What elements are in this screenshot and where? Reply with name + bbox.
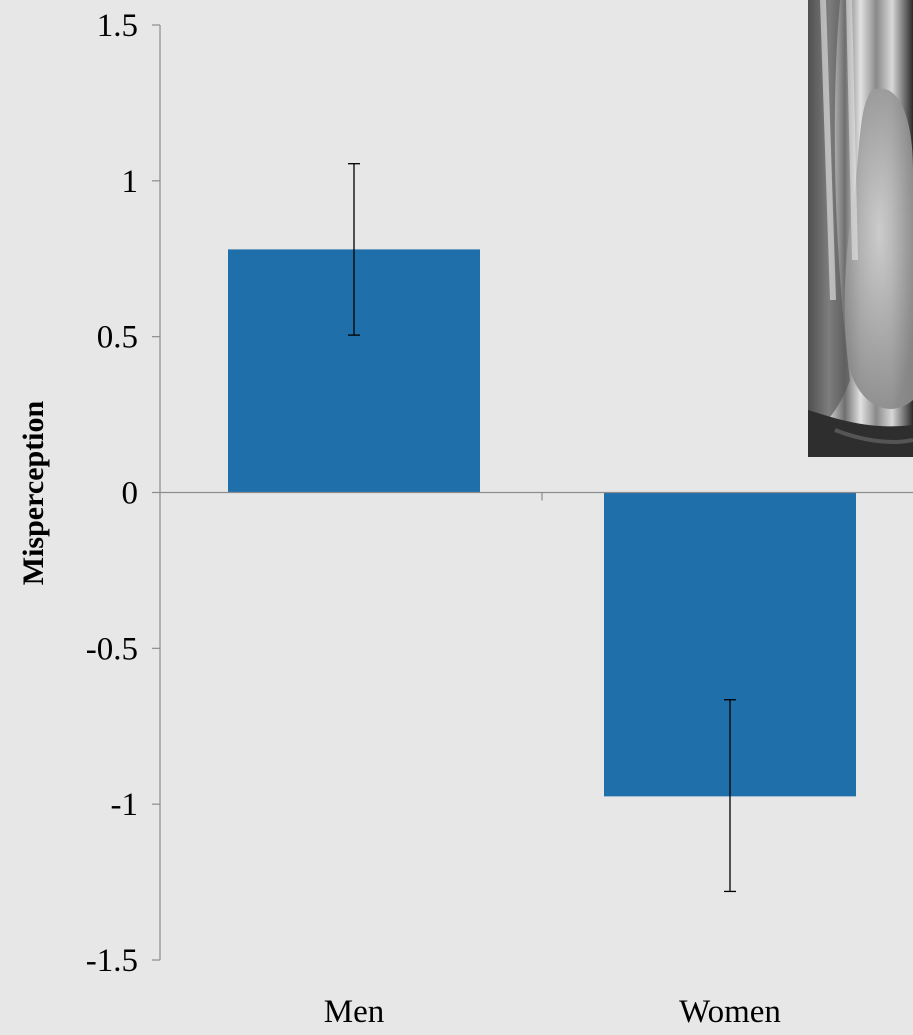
- error-bars-layer: [348, 163, 736, 893]
- y-tick-label: 1.5: [97, 8, 138, 44]
- y-tick-label: -1: [111, 787, 139, 823]
- error-bar-men: [348, 163, 360, 336]
- labels-layer: Men Women 1.5 1 0.5 0 -0.5 -1 -1.5: [86, 8, 781, 1030]
- inset-portrait-photo: [808, 0, 913, 457]
- axes-layer: [152, 24, 913, 961]
- y-tick-label: -0.5: [86, 631, 138, 667]
- y-tick-label: 0: [122, 476, 139, 512]
- y-tick-label: -1.5: [86, 943, 138, 979]
- x-tick-label-women: Women: [679, 994, 781, 1030]
- x-tick-label-men: Men: [324, 994, 385, 1030]
- error-bar-women: [724, 699, 736, 893]
- y-tick-label: 1: [122, 164, 139, 200]
- y-axis-title: Misperception: [17, 400, 50, 585]
- bars-layer: [228, 249, 856, 797]
- y-tick-label: 0.5: [97, 320, 138, 356]
